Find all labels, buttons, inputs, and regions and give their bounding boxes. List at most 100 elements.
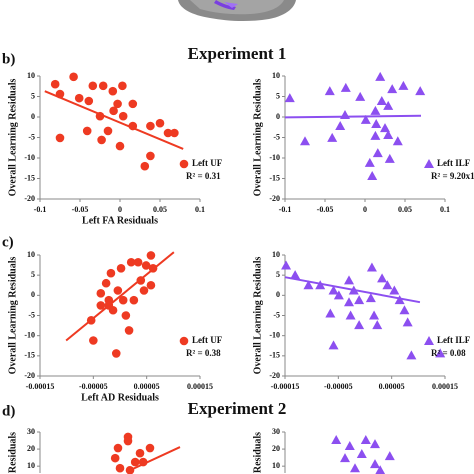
y-tick-label: -10 xyxy=(24,330,35,339)
point xyxy=(106,268,116,278)
point xyxy=(435,348,446,358)
point xyxy=(89,336,98,345)
point xyxy=(113,99,122,109)
point xyxy=(86,316,96,325)
point xyxy=(415,86,426,96)
y-tick-label: -10 xyxy=(269,330,280,339)
point xyxy=(135,448,145,458)
point xyxy=(300,136,310,146)
chart: -20 -15 -10 -5 0 5 10 -0.1 -0.05 0 0.05 0.1 Overall … xyxy=(7,71,222,226)
point xyxy=(398,80,409,90)
y-tick-label: 30 xyxy=(272,427,280,436)
point xyxy=(109,106,118,116)
point xyxy=(290,270,301,280)
y-tick-label: -5 xyxy=(273,310,280,319)
point xyxy=(111,349,121,358)
y-axis-label: Overall Learning Residuals xyxy=(252,79,263,197)
y-tick-label: 10 xyxy=(272,250,280,259)
point xyxy=(399,305,410,315)
chart: 10 20 30 Residuals xyxy=(7,427,181,474)
point xyxy=(82,126,92,136)
legend-marker xyxy=(424,336,434,345)
panel-label: b) xyxy=(2,51,15,67)
x-tick-label: 0.00015 xyxy=(432,382,458,391)
point xyxy=(103,126,113,136)
point xyxy=(340,453,350,463)
y-tick-label: -5 xyxy=(28,310,35,319)
point xyxy=(50,79,60,89)
x-tick-label: 0.00005 xyxy=(134,382,160,391)
section-title: Experiment 1 xyxy=(188,44,287,63)
point xyxy=(345,310,356,320)
point xyxy=(382,280,393,290)
point xyxy=(328,285,339,295)
point xyxy=(372,320,383,330)
point xyxy=(360,114,371,124)
point xyxy=(96,289,106,298)
x-tick-label: 0.1 xyxy=(195,205,205,214)
point xyxy=(69,72,78,82)
point xyxy=(377,273,388,283)
annotation: R² = 0.08 xyxy=(431,348,466,358)
x-tick-label: -0.05 xyxy=(72,205,89,214)
x-tick-label: -0.1 xyxy=(279,205,292,214)
y-tick-label: -5 xyxy=(28,132,35,141)
y-axis-label: Overall Learning Residuals xyxy=(252,257,263,375)
legend-label: Left UF xyxy=(192,335,223,345)
point xyxy=(394,295,405,305)
y-tick-label: 10 xyxy=(27,71,35,80)
point xyxy=(125,465,135,474)
point xyxy=(376,96,387,106)
point xyxy=(364,157,375,167)
legend-marker xyxy=(179,159,189,169)
trend-line xyxy=(284,114,422,119)
brain-image xyxy=(178,0,296,22)
legend-marker xyxy=(424,159,434,168)
point xyxy=(369,310,380,320)
point xyxy=(354,320,365,330)
point xyxy=(101,278,111,288)
point xyxy=(116,264,126,273)
x-tick-label: -0.00015 xyxy=(26,382,55,391)
x-tick-label: 0.1 xyxy=(440,205,450,214)
point xyxy=(389,285,400,295)
point xyxy=(354,295,365,305)
point xyxy=(383,130,394,140)
y-tick-label: -15 xyxy=(269,173,280,182)
point xyxy=(331,435,342,445)
point xyxy=(104,295,114,305)
y-tick-label: -20 xyxy=(269,194,280,203)
point xyxy=(138,457,148,467)
y-tick-label: -15 xyxy=(24,173,35,182)
legend-label: Left ILF xyxy=(437,335,471,345)
point xyxy=(133,257,143,267)
point xyxy=(281,260,292,270)
point xyxy=(335,121,346,131)
point xyxy=(360,435,371,445)
y-tick-label: -20 xyxy=(24,194,35,203)
annotation: R² = 0.38 xyxy=(186,348,221,358)
point xyxy=(355,91,366,101)
point xyxy=(356,449,367,459)
point xyxy=(344,441,355,451)
point xyxy=(170,128,179,138)
y-tick-label: 5 xyxy=(276,91,280,100)
point xyxy=(372,148,383,158)
point xyxy=(371,118,382,128)
y-tick-label: 0 xyxy=(276,290,280,299)
point xyxy=(350,463,360,473)
y-tick-label: -20 xyxy=(269,371,280,380)
point xyxy=(74,93,84,103)
y-tick-label: -5 xyxy=(273,132,280,141)
point xyxy=(375,465,386,474)
point xyxy=(113,443,123,453)
y-tick-label: 10 xyxy=(27,461,35,470)
point xyxy=(55,133,65,143)
point xyxy=(146,121,155,131)
point xyxy=(118,295,128,305)
point xyxy=(115,141,125,151)
x-tick-label: -0.00005 xyxy=(324,382,353,391)
x-tick-label: -0.1 xyxy=(34,205,47,214)
y-tick-label: 20 xyxy=(272,444,280,453)
legend-label: Left ILF xyxy=(437,158,471,168)
